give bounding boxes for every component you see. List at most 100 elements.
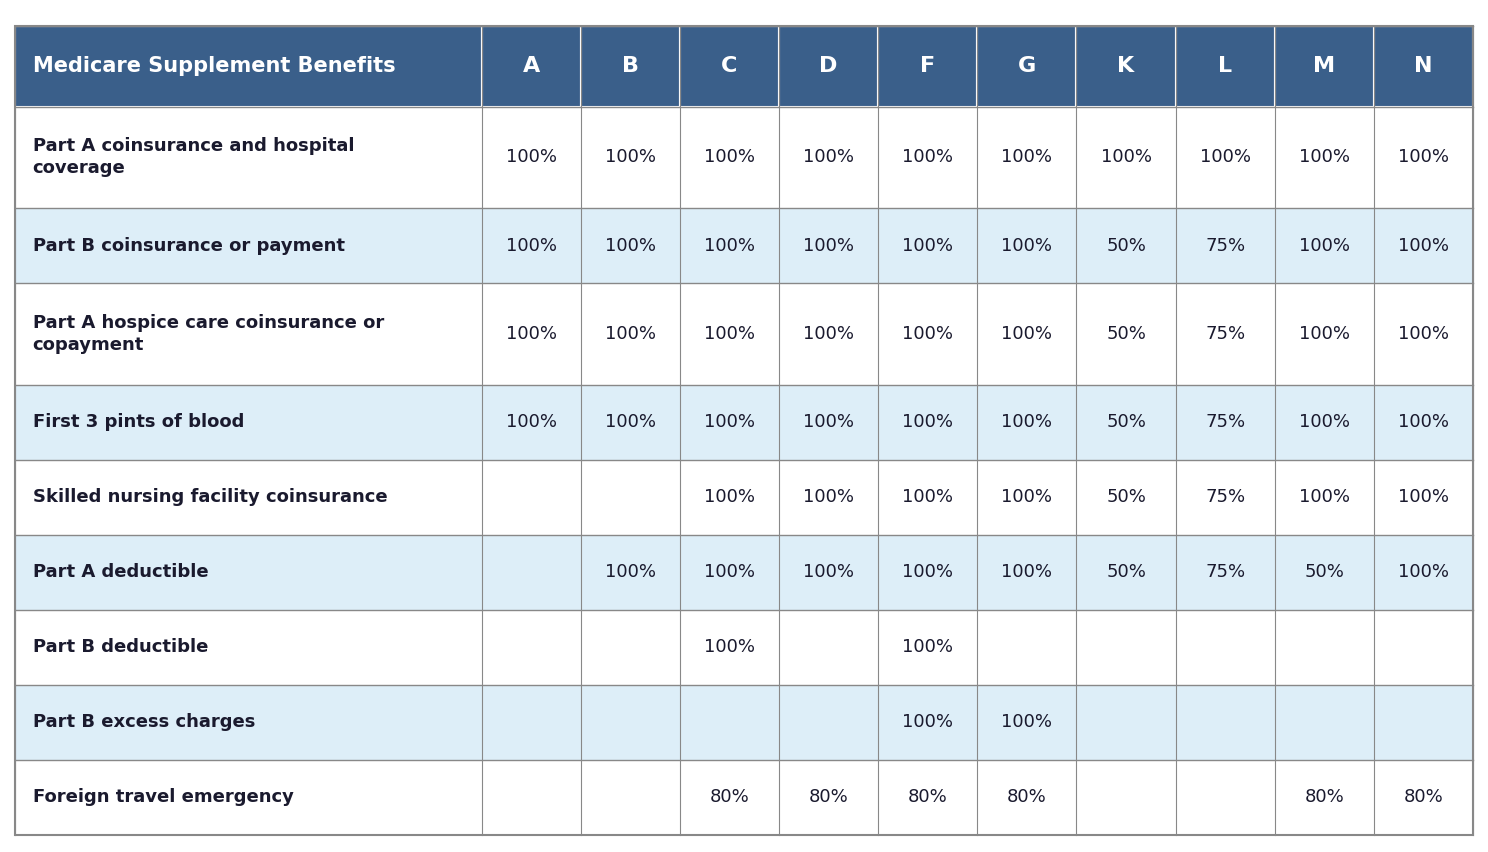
Bar: [878, 26, 978, 106]
Text: 100%: 100%: [506, 148, 557, 166]
Bar: [1373, 283, 1473, 384]
Text: 100%: 100%: [902, 563, 954, 581]
Bar: [780, 535, 878, 610]
Text: Foreign travel emergency: Foreign travel emergency: [33, 788, 293, 807]
Bar: [978, 685, 1076, 760]
Text: M: M: [1314, 56, 1335, 76]
Bar: [1275, 460, 1373, 535]
Text: 100%: 100%: [804, 488, 854, 506]
Bar: [482, 106, 580, 208]
Bar: [1176, 685, 1275, 760]
Text: 100%: 100%: [804, 563, 854, 581]
Text: 100%: 100%: [1299, 325, 1350, 343]
Bar: [15, 283, 482, 384]
Bar: [680, 760, 780, 835]
Text: 100%: 100%: [1399, 488, 1449, 506]
Bar: [15, 610, 482, 685]
Bar: [780, 460, 878, 535]
Bar: [1373, 685, 1473, 760]
Text: 50%: 50%: [1106, 488, 1146, 506]
Bar: [15, 208, 482, 283]
Bar: [780, 760, 878, 835]
Text: 100%: 100%: [902, 148, 954, 166]
Bar: [878, 760, 978, 835]
Text: 100%: 100%: [902, 325, 954, 343]
Text: 100%: 100%: [1399, 237, 1449, 255]
Text: 50%: 50%: [1305, 563, 1344, 581]
Bar: [1176, 610, 1275, 685]
Bar: [1275, 384, 1373, 460]
Text: 100%: 100%: [704, 325, 754, 343]
Text: 100%: 100%: [804, 148, 854, 166]
Text: 100%: 100%: [1299, 148, 1350, 166]
Bar: [680, 610, 780, 685]
Bar: [1275, 535, 1373, 610]
Text: 75%: 75%: [1205, 563, 1245, 581]
Bar: [1373, 610, 1473, 685]
Text: 100%: 100%: [1399, 325, 1449, 343]
Bar: [1076, 760, 1176, 835]
Text: 100%: 100%: [704, 413, 754, 431]
Text: 100%: 100%: [1101, 148, 1152, 166]
Bar: [878, 610, 978, 685]
Bar: [978, 460, 1076, 535]
Bar: [482, 460, 580, 535]
Text: D: D: [820, 56, 838, 76]
Text: 100%: 100%: [1001, 488, 1052, 506]
Text: G: G: [1018, 56, 1036, 76]
Bar: [482, 535, 580, 610]
Text: 80%: 80%: [1007, 788, 1046, 807]
Bar: [580, 283, 680, 384]
Bar: [15, 384, 482, 460]
Text: A: A: [522, 56, 540, 76]
Text: Part B deductible: Part B deductible: [33, 638, 208, 656]
Text: N: N: [1414, 56, 1433, 76]
Bar: [878, 535, 978, 610]
Text: 100%: 100%: [1001, 413, 1052, 431]
Bar: [978, 26, 1076, 106]
Bar: [580, 460, 680, 535]
Text: 75%: 75%: [1205, 237, 1245, 255]
Text: 50%: 50%: [1106, 237, 1146, 255]
Text: 100%: 100%: [902, 488, 954, 506]
Text: Part B excess charges: Part B excess charges: [33, 713, 254, 731]
Bar: [482, 685, 580, 760]
Text: 100%: 100%: [704, 148, 754, 166]
Text: 100%: 100%: [804, 237, 854, 255]
Text: 100%: 100%: [506, 325, 557, 343]
Bar: [1076, 26, 1176, 106]
Bar: [680, 460, 780, 535]
Bar: [482, 208, 580, 283]
Bar: [1373, 384, 1473, 460]
Bar: [482, 610, 580, 685]
Text: 100%: 100%: [704, 488, 754, 506]
Text: 100%: 100%: [1299, 488, 1350, 506]
Bar: [780, 610, 878, 685]
Text: 100%: 100%: [902, 413, 954, 431]
Text: Part A deductible: Part A deductible: [33, 563, 208, 581]
Bar: [482, 26, 580, 106]
Bar: [780, 685, 878, 760]
Text: Medicare Supplement Benefits: Medicare Supplement Benefits: [33, 56, 396, 76]
Text: 100%: 100%: [604, 237, 656, 255]
Bar: [878, 106, 978, 208]
Bar: [1373, 460, 1473, 535]
Bar: [482, 283, 580, 384]
Text: 100%: 100%: [902, 713, 954, 731]
Bar: [1076, 685, 1176, 760]
Bar: [680, 106, 780, 208]
Text: 100%: 100%: [1001, 713, 1052, 731]
Bar: [978, 283, 1076, 384]
Text: 100%: 100%: [902, 638, 954, 656]
Bar: [580, 208, 680, 283]
Text: 75%: 75%: [1205, 413, 1245, 431]
Bar: [580, 106, 680, 208]
Bar: [680, 283, 780, 384]
Text: 80%: 80%: [1305, 788, 1344, 807]
Bar: [15, 535, 482, 610]
Bar: [680, 685, 780, 760]
Bar: [780, 283, 878, 384]
Bar: [1176, 535, 1275, 610]
Text: 100%: 100%: [506, 413, 557, 431]
Text: 100%: 100%: [1001, 325, 1052, 343]
